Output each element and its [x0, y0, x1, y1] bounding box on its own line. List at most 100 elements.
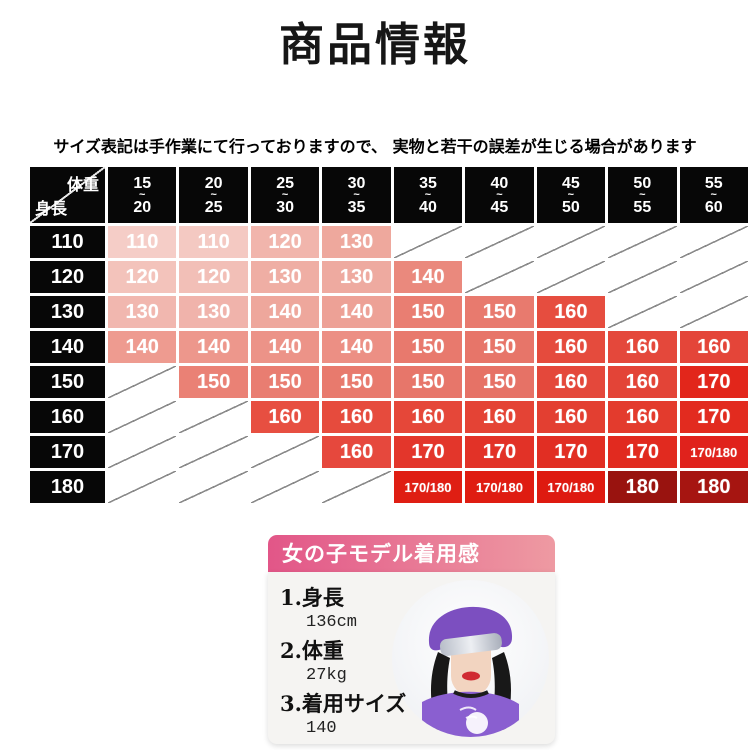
- size-cell: 170: [679, 366, 748, 398]
- empty-cell: [536, 226, 606, 258]
- size-cell: 140: [322, 296, 391, 328]
- size-cell: 150: [393, 296, 463, 328]
- height-row-header: 160: [30, 401, 105, 433]
- size-cell: 150: [179, 366, 248, 398]
- size-cell: 180: [608, 471, 677, 503]
- weight-column-header: 25 ~30: [250, 167, 320, 223]
- size-cell: 130: [322, 226, 391, 258]
- size-cell: 170: [465, 436, 534, 468]
- empty-cell: [679, 226, 748, 258]
- empty-cell: [322, 471, 391, 503]
- weight-column-header: 15 ~20: [108, 167, 177, 223]
- height-row-header: 180: [30, 471, 105, 503]
- weight-min: 50: [633, 174, 652, 192]
- size-cell: 170/180: [536, 471, 606, 503]
- size-cell: 160: [679, 331, 748, 363]
- shirt-graphic: [466, 712, 488, 734]
- spec-value: 27kg: [306, 666, 347, 685]
- empty-cell: [608, 296, 677, 328]
- weight-max: 25: [204, 198, 223, 216]
- tilde: ~: [424, 188, 432, 201]
- size-cell: 160: [322, 401, 391, 433]
- empty-cell: [108, 436, 177, 468]
- model-photo: [392, 580, 549, 737]
- empty-cell: [250, 436, 320, 468]
- weight-min: 45: [561, 174, 580, 192]
- size-cell: 120: [108, 261, 177, 293]
- size-cell: 160: [536, 401, 606, 433]
- corner-height-label: 身長: [35, 201, 68, 218]
- size-disclaimer-note: サイズ表記は手作業にて行っておりますので、 実物と若干の誤差が生じる場合がありま…: [53, 137, 697, 156]
- size-cell: 160: [608, 401, 677, 433]
- tilde: ~: [139, 188, 146, 201]
- weight-min: 15: [133, 174, 152, 192]
- height-row-header: 110: [30, 226, 105, 258]
- empty-cell: [250, 471, 320, 503]
- weight-column-header: 35 ~40: [393, 167, 463, 223]
- height-row-header: 120: [30, 261, 105, 293]
- model-spec-list: 1.身長 136cm 2.体重 27kg 3.着用サイズ 140: [280, 584, 406, 743]
- height-row-header: 150: [30, 366, 105, 398]
- model-card-title: 女の子モデル着用感: [268, 535, 555, 572]
- weight-column-header: 45 ~50: [536, 167, 606, 223]
- size-cell: 130: [179, 296, 248, 328]
- size-cell: 170/180: [393, 471, 463, 503]
- size-cell: 160: [536, 296, 606, 328]
- empty-cell: [179, 436, 248, 468]
- size-cell: 140: [108, 331, 177, 363]
- weight-max: 40: [419, 198, 437, 216]
- size-cell: 160: [322, 436, 391, 468]
- visor-sunglasses: [439, 633, 502, 656]
- weight-column-header: 55 ~60: [679, 167, 748, 223]
- tilde: ~: [496, 188, 503, 201]
- weight-max: 60: [704, 198, 723, 216]
- model-fit-card: 女の子モデル着用感: [268, 535, 555, 744]
- corner-cell: 体重 身長: [30, 167, 105, 223]
- size-cell: 170/180: [465, 471, 534, 503]
- weight-column-header: 40 ~45: [465, 167, 534, 223]
- empty-cell: [108, 366, 177, 398]
- size-cell: 150: [393, 366, 463, 398]
- tilde: ~: [281, 188, 289, 201]
- size-cell: 110: [179, 226, 248, 258]
- size-cell: 160: [465, 401, 534, 433]
- size-cell: 170: [608, 436, 677, 468]
- tilde: ~: [710, 188, 717, 201]
- size-cell: 160: [250, 401, 320, 433]
- empty-cell: [679, 296, 748, 328]
- size-cell: 130: [250, 261, 320, 293]
- size-cell: 160: [608, 331, 677, 363]
- size-cell: 130: [322, 261, 391, 293]
- size-cell: 180: [679, 471, 748, 503]
- size-cell: 140: [393, 261, 463, 293]
- empty-cell: [108, 401, 177, 433]
- height-row-header: 170: [30, 436, 105, 468]
- empty-cell: [465, 261, 534, 293]
- tilde: ~: [639, 188, 646, 201]
- height-row-header: 130: [30, 296, 105, 328]
- size-cell: 120: [250, 226, 320, 258]
- lips: [462, 671, 480, 681]
- empty-cell: [179, 401, 248, 433]
- weight-max: 50: [561, 198, 580, 216]
- size-cell: 160: [393, 401, 463, 433]
- weight-min: 35: [419, 174, 437, 192]
- weight-min: 55: [704, 174, 723, 192]
- shirt-lettering: [459, 706, 478, 719]
- size-cell: 140: [250, 331, 320, 363]
- size-cell: 140: [250, 296, 320, 328]
- tilde: ~: [210, 188, 217, 201]
- size-cell: 120: [179, 261, 248, 293]
- weight-column-header: 30 ~35: [322, 167, 391, 223]
- size-cell: 170/180: [679, 436, 748, 468]
- spec-value: 136cm: [306, 613, 358, 632]
- spec-label: 2.体重: [280, 638, 344, 663]
- weight-max: 55: [633, 198, 652, 216]
- model-card-body: 1.身長 136cm 2.体重 27kg 3.着用サイズ 140: [268, 572, 555, 744]
- size-cell: 140: [179, 331, 248, 363]
- size-cell: 150: [250, 366, 320, 398]
- weight-max: 30: [276, 198, 294, 216]
- empty-cell: [608, 226, 677, 258]
- weight-min: 40: [490, 174, 509, 192]
- weight-column-header: 20 ~25: [179, 167, 248, 223]
